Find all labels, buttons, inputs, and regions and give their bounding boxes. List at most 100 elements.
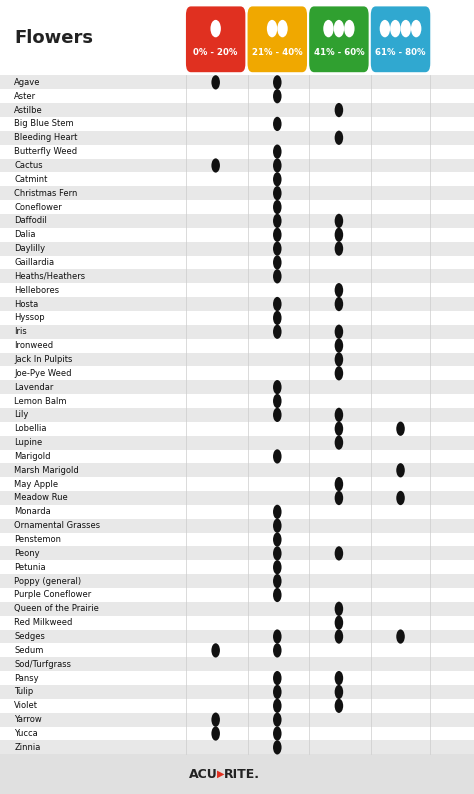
FancyBboxPatch shape	[0, 297, 474, 311]
Circle shape	[273, 117, 282, 131]
Circle shape	[335, 435, 343, 449]
Text: Penstemon: Penstemon	[14, 535, 61, 544]
Circle shape	[273, 505, 282, 519]
Circle shape	[335, 366, 343, 380]
Circle shape	[211, 158, 220, 172]
FancyBboxPatch shape	[0, 353, 474, 366]
Circle shape	[335, 131, 343, 145]
FancyBboxPatch shape	[0, 491, 474, 505]
Text: Butterfly Weed: Butterfly Weed	[14, 147, 77, 156]
Circle shape	[211, 643, 220, 657]
Circle shape	[335, 297, 343, 311]
Circle shape	[335, 615, 343, 630]
Circle shape	[273, 256, 282, 270]
Text: Hellebores: Hellebores	[14, 286, 59, 295]
FancyBboxPatch shape	[0, 0, 474, 75]
Text: Sedum: Sedum	[14, 646, 44, 655]
FancyBboxPatch shape	[0, 200, 474, 214]
FancyBboxPatch shape	[0, 685, 474, 699]
Circle shape	[273, 727, 282, 741]
Circle shape	[273, 145, 282, 159]
Text: Heaths/Heathers: Heaths/Heathers	[14, 272, 85, 281]
Circle shape	[335, 422, 343, 436]
Circle shape	[396, 422, 405, 436]
Circle shape	[273, 158, 282, 172]
Text: Pansy: Pansy	[14, 673, 39, 683]
FancyBboxPatch shape	[0, 228, 474, 241]
Text: Gaillardia: Gaillardia	[14, 258, 55, 267]
FancyBboxPatch shape	[0, 477, 474, 491]
Text: Queen of the Prairie: Queen of the Prairie	[14, 604, 99, 613]
Circle shape	[396, 491, 405, 505]
Circle shape	[273, 408, 282, 422]
FancyBboxPatch shape	[0, 311, 474, 325]
Circle shape	[273, 740, 282, 754]
Circle shape	[273, 449, 282, 464]
Circle shape	[273, 172, 282, 187]
Circle shape	[273, 588, 282, 602]
Circle shape	[335, 546, 343, 561]
Circle shape	[273, 546, 282, 561]
Text: Yucca: Yucca	[14, 729, 38, 738]
Text: Poppy (general): Poppy (general)	[14, 576, 82, 586]
Text: Hyssop: Hyssop	[14, 314, 45, 322]
Circle shape	[273, 297, 282, 311]
Circle shape	[273, 89, 282, 103]
Text: Lily: Lily	[14, 410, 28, 419]
FancyBboxPatch shape	[0, 699, 474, 713]
Circle shape	[273, 699, 282, 713]
Circle shape	[344, 20, 355, 37]
FancyBboxPatch shape	[0, 533, 474, 546]
Circle shape	[273, 75, 282, 90]
Circle shape	[335, 477, 343, 491]
Circle shape	[335, 241, 343, 256]
FancyBboxPatch shape	[0, 269, 474, 283]
Circle shape	[273, 684, 282, 699]
Text: 61% - 80%: 61% - 80%	[375, 48, 426, 57]
FancyBboxPatch shape	[0, 436, 474, 449]
FancyBboxPatch shape	[0, 131, 474, 145]
Circle shape	[210, 20, 221, 37]
Text: Monarda: Monarda	[14, 507, 51, 516]
FancyBboxPatch shape	[0, 574, 474, 588]
Text: Daffodil: Daffodil	[14, 217, 47, 225]
FancyBboxPatch shape	[0, 159, 474, 172]
FancyBboxPatch shape	[308, 6, 370, 73]
Circle shape	[335, 103, 343, 118]
Circle shape	[273, 560, 282, 574]
FancyBboxPatch shape	[0, 643, 474, 657]
Circle shape	[380, 20, 390, 37]
Circle shape	[335, 699, 343, 713]
Text: 0% - 20%: 0% - 20%	[193, 48, 238, 57]
Text: Marsh Marigold: Marsh Marigold	[14, 466, 79, 475]
Text: Daylilly: Daylilly	[14, 244, 46, 253]
Circle shape	[273, 310, 282, 325]
FancyBboxPatch shape	[0, 505, 474, 518]
Text: Iris: Iris	[14, 327, 27, 336]
Circle shape	[396, 463, 405, 477]
FancyBboxPatch shape	[0, 713, 474, 727]
Circle shape	[401, 20, 411, 37]
Circle shape	[273, 214, 282, 228]
Text: Agave: Agave	[14, 78, 41, 87]
Text: Tulip: Tulip	[14, 688, 34, 696]
Circle shape	[211, 712, 220, 727]
Text: Lobellia: Lobellia	[14, 424, 47, 434]
Text: Lemon Balm: Lemon Balm	[14, 396, 67, 406]
FancyBboxPatch shape	[0, 616, 474, 630]
FancyBboxPatch shape	[0, 241, 474, 256]
FancyBboxPatch shape	[246, 6, 308, 73]
Circle shape	[211, 75, 220, 90]
Text: Big Blue Stem: Big Blue Stem	[14, 119, 74, 129]
Text: 21% - 40%: 21% - 40%	[252, 48, 302, 57]
FancyBboxPatch shape	[0, 283, 474, 297]
Circle shape	[335, 325, 343, 339]
Circle shape	[335, 283, 343, 297]
Text: Catmint: Catmint	[14, 175, 47, 184]
FancyBboxPatch shape	[0, 464, 474, 477]
Text: Coneflower: Coneflower	[14, 202, 62, 211]
FancyBboxPatch shape	[0, 671, 474, 685]
Circle shape	[335, 214, 343, 228]
Circle shape	[335, 353, 343, 367]
FancyBboxPatch shape	[0, 741, 474, 754]
